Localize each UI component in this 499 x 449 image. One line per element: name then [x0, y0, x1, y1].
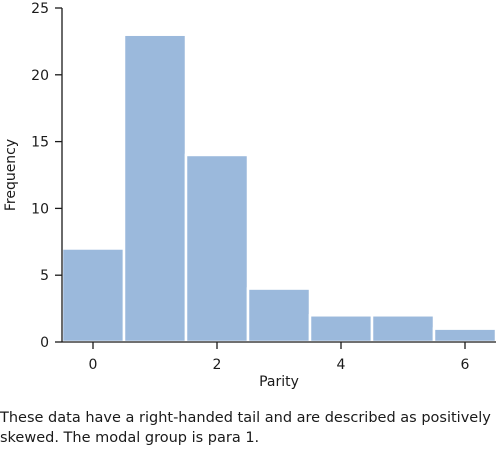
x-tick-label-6: 6 [461, 357, 470, 373]
y-tick-label-15: 15 [31, 135, 49, 151]
bars-group [60, 33, 498, 344]
x-tick-label-4: 4 [337, 357, 346, 373]
y-tick-label-20: 20 [31, 68, 49, 84]
bar-parity-2 [184, 153, 250, 344]
y-axis-title: Frequency [3, 139, 19, 211]
caption-line-1: These data have a right-handed tail and … [0, 410, 491, 426]
bar-parity-6 [432, 327, 498, 344]
bar-parity-5 [370, 314, 436, 344]
bar-parity-4 [308, 314, 374, 344]
axes-group: 0 5 10 15 20 25 0 2 4 6 [31, 1, 496, 373]
bar-parity-1 [122, 33, 188, 344]
bar-parity-3 [246, 287, 312, 344]
caption-line-2: skewed. The modal group is para 1. [0, 430, 260, 446]
bar-parity-0 [60, 247, 126, 344]
x-tick-label-2: 2 [213, 357, 222, 373]
y-tick-label-10: 10 [31, 201, 49, 217]
y-tick-label-25: 25 [31, 1, 49, 17]
y-tick-label-0: 0 [40, 335, 49, 351]
x-tick-label-0: 0 [89, 357, 98, 373]
x-axis-title: Parity [259, 374, 299, 390]
figure-caption: These data have a right-handed tail and … [0, 408, 499, 448]
histogram-chart: 0 5 10 15 20 25 0 2 4 6 Parity Frequency [3, 1, 498, 390]
y-tick-label-5: 5 [40, 268, 49, 284]
